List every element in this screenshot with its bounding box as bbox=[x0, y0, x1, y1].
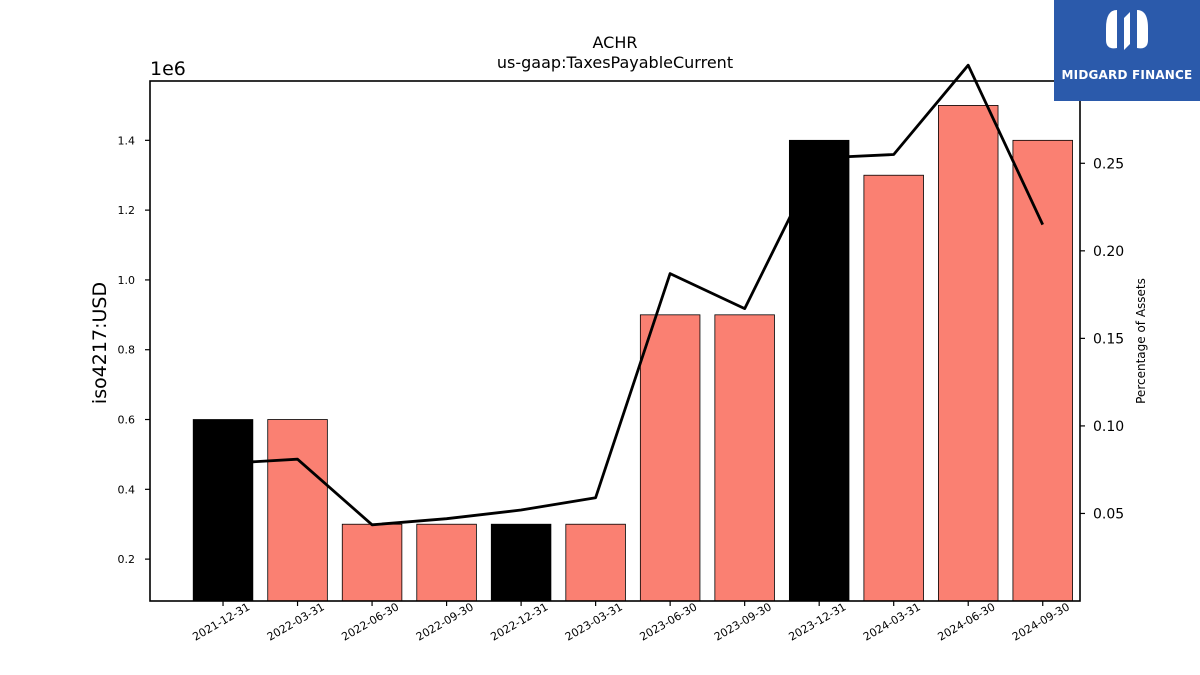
bar-2023-03-31 bbox=[565, 523, 626, 602]
bar-2023-12-31 bbox=[788, 139, 850, 602]
x-tick-label: 2022-09-30 bbox=[414, 600, 476, 643]
x-tick-label: 2021-12-31 bbox=[190, 600, 252, 643]
y2-tick-label: 0.15 bbox=[1093, 331, 1124, 347]
bar-2024-03-31 bbox=[863, 174, 924, 602]
x-tick-label: 2023-12-31 bbox=[786, 600, 848, 643]
bar-2022-03-31 bbox=[267, 419, 328, 602]
midgard-finance-logo: MIDGARD FINANCE bbox=[1054, 0, 1200, 101]
x-tick-label: 2024-09-30 bbox=[1010, 600, 1072, 643]
y2-tick-label: 0.10 bbox=[1093, 419, 1124, 435]
bar-2021-12-31 bbox=[192, 419, 254, 602]
plot-frame bbox=[149, 80, 1081, 602]
y-axis-label: iso4217:USD bbox=[89, 282, 111, 404]
y2-tick-label: 0.25 bbox=[1093, 156, 1124, 172]
bar-2022-06-30 bbox=[341, 523, 403, 602]
midgard-logo-icon bbox=[1106, 10, 1148, 50]
y2-tick-label: 0.20 bbox=[1093, 244, 1124, 260]
chart-title: ACHR bbox=[593, 33, 638, 52]
percentage-of-assets-line bbox=[222, 63, 1044, 527]
x-tick-label: 2022-12-31 bbox=[488, 600, 550, 643]
bar-2022-09-30 bbox=[416, 523, 477, 602]
y-tick-label: 0.4 bbox=[118, 483, 136, 496]
x-tick-label: 2023-09-30 bbox=[712, 600, 774, 643]
x-tick-label: 2022-06-30 bbox=[339, 600, 401, 643]
y-scale-label: 1e6 bbox=[150, 58, 186, 80]
x-tick-label: 2024-03-31 bbox=[861, 600, 923, 643]
bar-2023-06-30 bbox=[639, 314, 701, 602]
chart-subtitle: us-gaap:TaxesPayableCurrent bbox=[497, 53, 733, 72]
y-tick-label: 0.8 bbox=[118, 344, 136, 357]
y-tick-label: 1.4 bbox=[118, 134, 136, 147]
y-tick-label: 0.6 bbox=[118, 414, 136, 427]
x-tick-label: 2023-03-31 bbox=[563, 600, 625, 643]
bar-2024-09-30 bbox=[1012, 139, 1073, 602]
logo-text: MIDGARD FINANCE bbox=[1061, 68, 1193, 82]
y-tick-label: 0.2 bbox=[118, 553, 136, 566]
x-tick-label: 2023-06-30 bbox=[637, 600, 699, 643]
y2-axis-label: Percentage of Assets bbox=[1134, 278, 1148, 404]
y2-tick-label: 0.05 bbox=[1093, 506, 1124, 522]
bar-2023-09-30 bbox=[714, 314, 775, 602]
y-tick-label: 1.0 bbox=[118, 274, 136, 287]
x-tick-label: 2024-06-30 bbox=[936, 600, 998, 643]
bar-2022-12-31 bbox=[490, 523, 552, 602]
y-tick-label: 1.2 bbox=[118, 204, 136, 217]
bar-2024-06-30 bbox=[938, 105, 999, 602]
x-tick-label: 2022-03-31 bbox=[265, 600, 327, 643]
